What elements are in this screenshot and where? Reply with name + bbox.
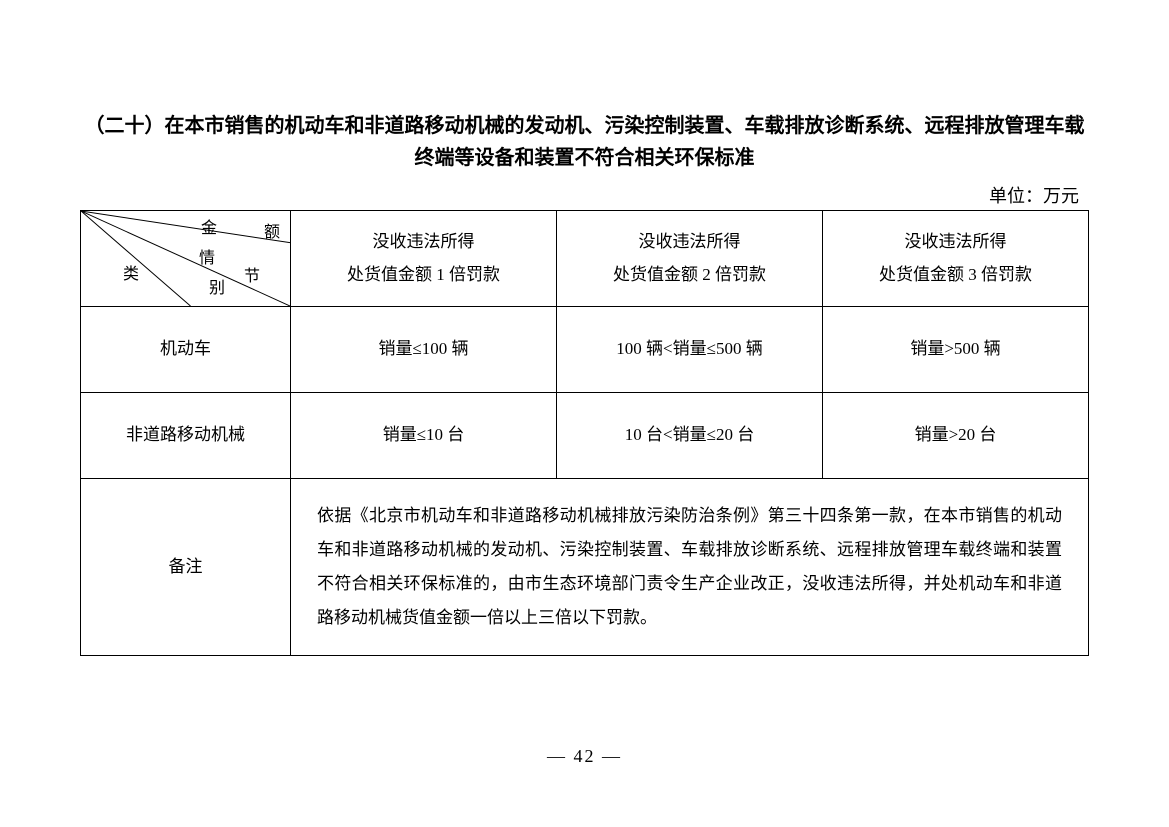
note-text: 依据《北京市机动车和非道路移动机械排放污染防治条例》第三十四条第一款，在本市销售…	[303, 487, 1076, 647]
diag-label: 额	[264, 219, 280, 248]
diag-label: 情	[199, 245, 215, 274]
cell: 10 台<销量≤20 台	[557, 393, 823, 479]
table-header-row: 金 额 情 类 节 别 没收违法所得 处货值金额 1 倍罚款 没收违法所得 处货…	[81, 211, 1089, 307]
row-label: 非道路移动机械	[81, 393, 291, 479]
diag-label: 金	[201, 215, 217, 244]
header-text: 没收违法所得	[569, 226, 810, 258]
diagonal-header-cell: 金 额 情 类 节 别	[81, 211, 291, 307]
note-row: 备注 依据《北京市机动车和非道路移动机械排放污染防治条例》第三十四条第一款，在本…	[81, 479, 1089, 656]
diag-label: 节	[244, 263, 260, 292]
cell: 销量>20 台	[823, 393, 1089, 479]
cell: 销量≤10 台	[291, 393, 557, 479]
header-text: 处货值金额 2 倍罚款	[569, 259, 810, 291]
header-text: 处货值金额 3 倍罚款	[835, 259, 1076, 291]
penalty-table: 金 额 情 类 节 别 没收违法所得 处货值金额 1 倍罚款 没收违法所得 处货…	[80, 210, 1089, 656]
note-cell: 依据《北京市机动车和非道路移动机械排放污染防治条例》第三十四条第一款，在本市销售…	[291, 479, 1089, 656]
row-label: 机动车	[81, 307, 291, 393]
header-col-3: 没收违法所得 处货值金额 3 倍罚款	[823, 211, 1089, 307]
note-label: 备注	[81, 479, 291, 656]
unit-label: 单位：万元	[80, 182, 1089, 208]
page-number: — 42 —	[80, 746, 1089, 767]
header-col-1: 没收违法所得 处货值金额 1 倍罚款	[291, 211, 557, 307]
page-title: （二十）在本市销售的机动车和非道路移动机械的发动机、污染控制装置、车载排放诊断系…	[80, 110, 1089, 174]
header-text: 没收违法所得	[303, 226, 544, 258]
header-text: 处货值金额 1 倍罚款	[303, 259, 544, 291]
diag-label: 别	[209, 275, 225, 304]
diag-label: 类	[123, 261, 139, 290]
table-row: 机动车 销量≤100 辆 100 辆<销量≤500 辆 销量>500 辆	[81, 307, 1089, 393]
cell: 100 辆<销量≤500 辆	[557, 307, 823, 393]
cell: 销量>500 辆	[823, 307, 1089, 393]
header-col-2: 没收违法所得 处货值金额 2 倍罚款	[557, 211, 823, 307]
cell: 销量≤100 辆	[291, 307, 557, 393]
header-text: 没收违法所得	[835, 226, 1076, 258]
table-row: 非道路移动机械 销量≤10 台 10 台<销量≤20 台 销量>20 台	[81, 393, 1089, 479]
